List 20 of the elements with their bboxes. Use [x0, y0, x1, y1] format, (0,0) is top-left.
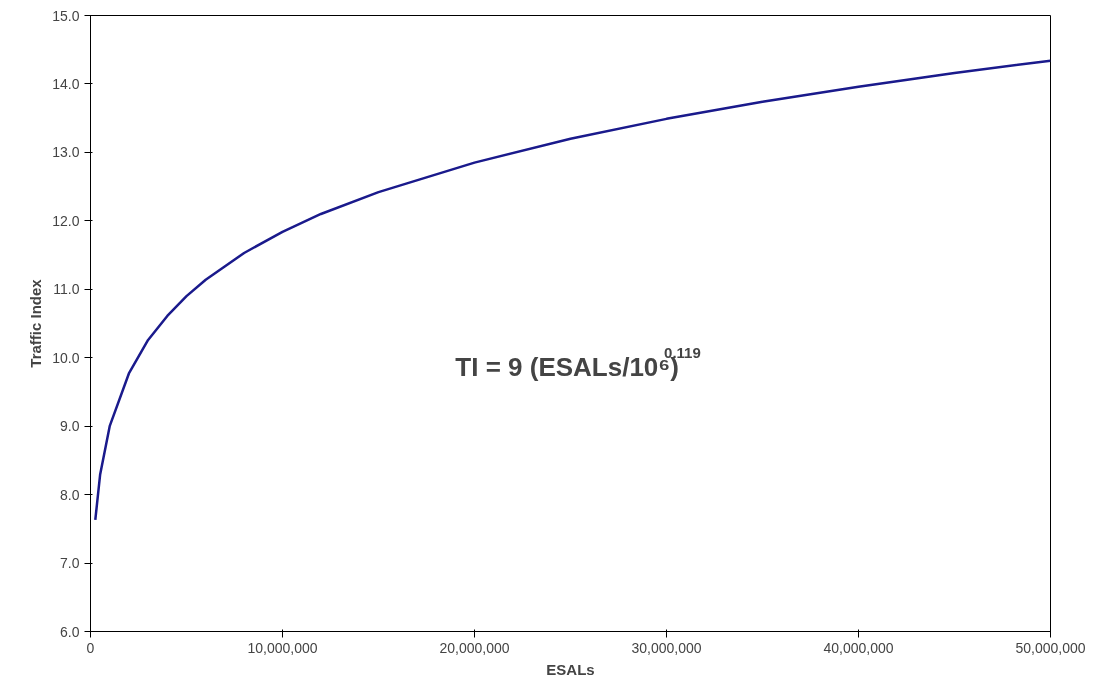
- x-tick-label: 30,000,000: [631, 639, 702, 656]
- y-tick-label: 11.0: [53, 281, 80, 298]
- y-tick-label: 6.0: [60, 623, 80, 640]
- y-tick-label: 13.0: [52, 144, 80, 161]
- x-tick-label: 40,000,000: [823, 639, 894, 656]
- y-tick-label: 14.0: [52, 75, 80, 92]
- line-series: [94, 59, 1051, 522]
- x-tick-label: 10,000,000: [247, 639, 318, 656]
- x-tick-label: 20,000,000: [439, 639, 510, 656]
- x-tick-label: 0: [86, 639, 95, 656]
- y-tick-label: 8.0: [60, 486, 80, 503]
- annotation: TI = 9 (ESALs/10⁶)0.119: [455, 343, 701, 382]
- y-axis-title: Traffic Index: [27, 278, 45, 368]
- y-tick-label: 15.0: [52, 7, 80, 24]
- y-tick-label: 7.0: [60, 555, 80, 572]
- x-axis-title: ESALs: [546, 660, 595, 678]
- y-tick-label: 12.0: [52, 212, 80, 229]
- y-tick-label: 10.0: [52, 349, 80, 366]
- y-tick-label: 9.0: [60, 418, 80, 435]
- x-tick-label: 50,000,000: [1015, 639, 1086, 656]
